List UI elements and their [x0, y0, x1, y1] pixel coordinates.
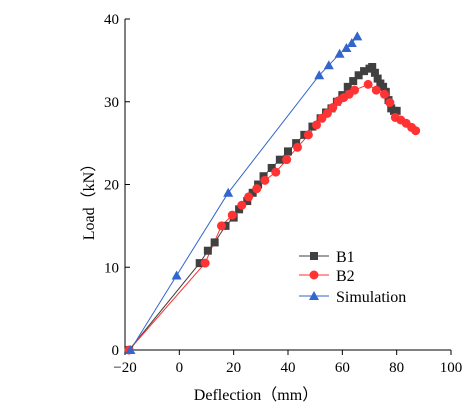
data-point-simulation [314, 70, 325, 80]
y-tick-label: 30 [104, 95, 119, 111]
legend-b2-marker [309, 270, 319, 280]
data-point-b1 [195, 259, 204, 268]
data-point-b2 [379, 89, 389, 99]
data-point-b2 [200, 258, 210, 268]
data-point-b2 [237, 200, 247, 210]
data-point-b1 [354, 71, 363, 80]
legend-item-b1: B1 [299, 249, 355, 266]
data-point-b2 [227, 210, 237, 220]
data-point-b1 [267, 163, 276, 172]
data-point-b2 [303, 130, 313, 140]
legend-b1-label: B1 [336, 249, 355, 266]
data-point-simulation [125, 345, 136, 354]
series-line-b2 [128, 83, 417, 351]
legend-b1-marker [310, 252, 318, 260]
legend-item-b2: B2 [299, 268, 355, 285]
data-point-simulation [341, 43, 352, 52]
y-tick-label: 0 [112, 343, 120, 359]
data-point-b2 [328, 103, 338, 113]
x-tick-label: −20 [113, 360, 136, 376]
data-point-b2 [312, 120, 322, 130]
series-line-simulation [129, 36, 358, 351]
data-point-simulation [334, 48, 345, 58]
y-tick-label: 40 [104, 12, 119, 28]
data-point-simulation [323, 60, 334, 70]
legend-simulation-label: Simulation [336, 289, 406, 306]
y-tick-label: 10 [104, 260, 119, 276]
data-point-simulation [171, 270, 182, 280]
legend: B1 B2 Simulation [299, 249, 406, 306]
data-point-b1 [210, 238, 219, 247]
series-line-b1 [128, 66, 397, 351]
data-point-b2 [350, 85, 360, 95]
data-point-b1 [379, 82, 388, 91]
data-point-b2 [293, 142, 303, 152]
x-tick-label: 100 [440, 360, 463, 376]
x-tick-label: 0 [176, 360, 184, 376]
data-point-b2 [260, 175, 270, 185]
data-point-b1 [203, 246, 212, 255]
data-point-simulation [346, 38, 357, 47]
legend-simulation-marker [309, 291, 319, 300]
data-point-b1 [360, 67, 369, 76]
data-point-b1 [373, 74, 382, 83]
data-point-b1 [284, 147, 292, 156]
axes [124, 18, 452, 355]
data-point-b1 [349, 77, 358, 86]
x-tick-label: 40 [281, 360, 296, 376]
data-point-b2 [385, 98, 395, 108]
data-point-simulation [352, 31, 363, 41]
data-point-b2 [271, 167, 281, 177]
data-point-b1 [235, 205, 244, 214]
x-axis-title: Deflection（mm） [194, 386, 318, 404]
data-point-b1 [392, 106, 401, 115]
y-axis-title: Load（kN） [80, 156, 98, 240]
data-point-b2 [244, 192, 254, 202]
legend-b2-label: B2 [336, 268, 355, 285]
data-point-b1 [368, 62, 377, 71]
y-tick-label: 20 [104, 178, 119, 194]
x-tick-label: 60 [335, 360, 350, 376]
legend-item-simulation: Simulation [299, 289, 406, 306]
data-point-simulation [223, 187, 234, 197]
data-point-b1 [343, 82, 352, 91]
data-point-b2 [363, 79, 373, 89]
data-point-b2 [371, 85, 381, 95]
data-point-b2 [322, 108, 332, 118]
x-tick-label: 20 [226, 360, 241, 376]
x-tick-label: 80 [389, 360, 404, 376]
data-point-b2 [411, 126, 421, 136]
data-point-b2 [282, 155, 292, 165]
data-point-b2 [216, 221, 226, 231]
data-point-b2 [252, 184, 262, 194]
series-markers [124, 31, 421, 355]
data-point-b1 [248, 188, 257, 197]
data-point-b1 [370, 68, 379, 77]
data-point-b1 [275, 155, 284, 164]
